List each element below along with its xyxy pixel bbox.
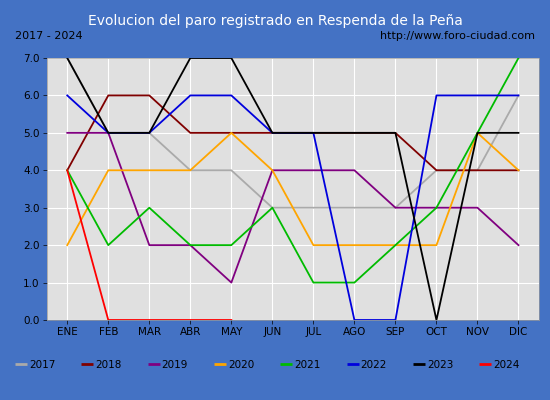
Text: 2020: 2020 <box>228 360 254 370</box>
Text: 2023: 2023 <box>427 360 453 370</box>
Text: 2021: 2021 <box>294 360 321 370</box>
Text: http://www.foro-ciudad.com: http://www.foro-ciudad.com <box>380 31 535 41</box>
Text: 2018: 2018 <box>95 360 122 370</box>
Text: 2017: 2017 <box>29 360 56 370</box>
Text: 2019: 2019 <box>162 360 188 370</box>
Text: 2017 - 2024: 2017 - 2024 <box>15 31 83 41</box>
Text: 2022: 2022 <box>360 360 387 370</box>
Text: 2024: 2024 <box>493 360 519 370</box>
Text: Evolucion del paro registrado en Respenda de la Peña: Evolucion del paro registrado en Respend… <box>87 14 463 28</box>
